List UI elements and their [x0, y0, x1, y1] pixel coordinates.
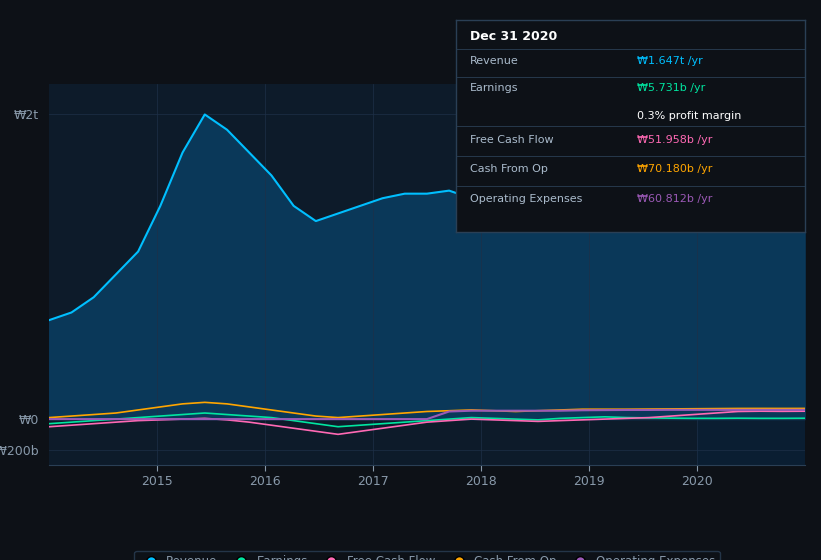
Text: Revenue: Revenue — [470, 56, 518, 66]
Text: ₩1.647t /yr: ₩1.647t /yr — [637, 56, 703, 66]
Text: Operating Expenses: Operating Expenses — [470, 194, 582, 204]
Legend: Revenue, Earnings, Free Cash Flow, Cash From Op, Operating Expenses: Revenue, Earnings, Free Cash Flow, Cash … — [135, 550, 719, 560]
Text: ₩5.731b /yr: ₩5.731b /yr — [637, 83, 705, 94]
Text: Earnings: Earnings — [470, 83, 518, 94]
Text: ₩60.812b /yr: ₩60.812b /yr — [637, 194, 713, 204]
Text: Dec 31 2020: Dec 31 2020 — [470, 30, 557, 43]
Text: Cash From Op: Cash From Op — [470, 164, 548, 174]
Text: ₩51.958b /yr: ₩51.958b /yr — [637, 134, 713, 144]
Text: ₩70.180b /yr: ₩70.180b /yr — [637, 164, 713, 174]
Text: Free Cash Flow: Free Cash Flow — [470, 134, 553, 144]
Bar — [697, 84, 805, 465]
Text: 0.3% profit margin: 0.3% profit margin — [637, 111, 741, 121]
